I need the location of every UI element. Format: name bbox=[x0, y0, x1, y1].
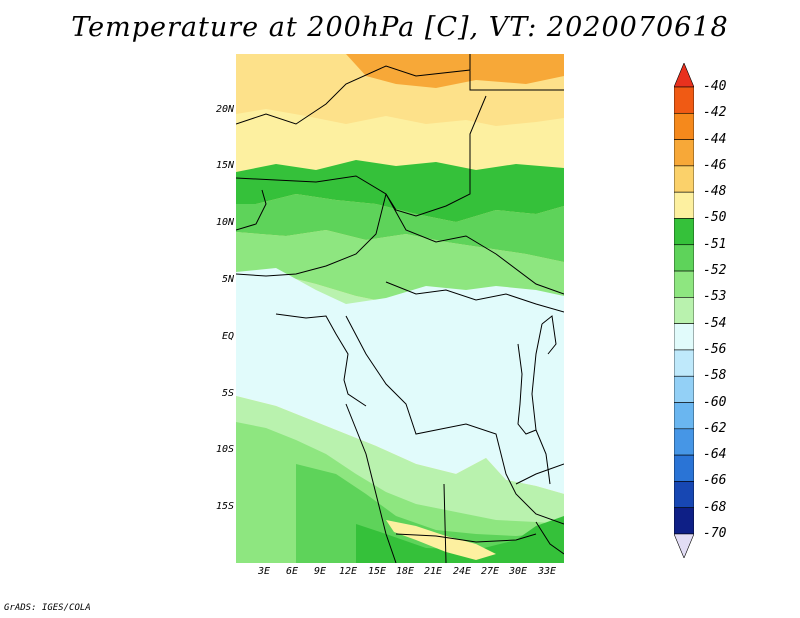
lon-label-18e: 18E bbox=[395, 566, 415, 577]
colorbar-segment bbox=[673, 191, 695, 219]
colorbar-segment bbox=[673, 375, 695, 403]
border-south bbox=[345, 403, 564, 563]
lon-label-12e: 12E bbox=[338, 566, 358, 577]
colorbar-segment bbox=[673, 454, 695, 482]
colorbar-label: -58 bbox=[703, 368, 727, 384]
colorbar-label: -48 bbox=[703, 184, 727, 200]
colorbar-canvas bbox=[673, 62, 695, 559]
border-central bbox=[236, 193, 564, 295]
colorbar-label: -64 bbox=[703, 447, 727, 463]
lat-label-5s: 5S bbox=[221, 388, 234, 399]
lon-label-27e: 27E bbox=[480, 566, 500, 577]
colorbar-segment bbox=[673, 507, 695, 535]
colorbar-top-triangle bbox=[673, 62, 695, 88]
colorbar-segment bbox=[673, 481, 695, 509]
field-minus53-band bbox=[236, 230, 564, 304]
colorbar-label: -40 bbox=[703, 79, 727, 94]
colorbar-segment bbox=[673, 349, 695, 377]
field-minus51-south bbox=[356, 516, 564, 563]
field-minus51-band bbox=[236, 160, 564, 222]
map-canvas bbox=[236, 54, 564, 563]
field-minus50-band bbox=[236, 109, 564, 182]
colorbar-label: -62 bbox=[703, 420, 727, 436]
colorbar-segment bbox=[673, 402, 695, 430]
border-sahel bbox=[236, 95, 487, 217]
colorbar bbox=[673, 62, 695, 559]
lon-label-30e: 30E bbox=[508, 566, 528, 577]
colorbar-segment bbox=[673, 244, 695, 272]
colorbar-label: -66 bbox=[703, 473, 727, 489]
colorbar-label: -44 bbox=[703, 131, 727, 147]
colorbar-label: -70 bbox=[703, 526, 727, 541]
lon-label-24e: 24E bbox=[452, 566, 472, 577]
lat-label-5n: 5N bbox=[221, 274, 234, 285]
colorbar-segment bbox=[673, 139, 695, 167]
lat-label-10s: 10S bbox=[215, 444, 234, 455]
colorbar-segment bbox=[673, 428, 695, 456]
colorbar-label: -53 bbox=[703, 289, 727, 305]
colorbar-segment bbox=[673, 323, 695, 351]
lat-label-15n: 15N bbox=[215, 160, 234, 171]
colorbar-label: -56 bbox=[703, 341, 727, 357]
colorbar-bottom-triangle bbox=[673, 533, 695, 559]
colorbar-label: -52 bbox=[703, 263, 727, 279]
lon-label-6e: 6E bbox=[285, 566, 299, 577]
colorbar-label: -68 bbox=[703, 499, 727, 515]
field-minus56-center bbox=[236, 268, 564, 494]
lat-label-15s: 15S bbox=[215, 501, 234, 512]
border-north bbox=[236, 54, 564, 125]
colorbar-label: -60 bbox=[703, 394, 727, 410]
border-east-lakes bbox=[517, 315, 557, 485]
colorbar-segment bbox=[673, 86, 695, 114]
lon-label-21e: 21E bbox=[423, 566, 443, 577]
colorbar-label: -42 bbox=[703, 105, 727, 121]
colorbar-label: -54 bbox=[703, 315, 727, 331]
lat-label-eq: EQ bbox=[221, 331, 234, 342]
colorbar-label: -46 bbox=[703, 157, 727, 173]
credit-text: GrADS: IGES/COLA bbox=[4, 603, 91, 613]
colorbar-segment bbox=[673, 165, 695, 193]
colorbar-label: -50 bbox=[703, 210, 727, 226]
colorbar-segment bbox=[673, 112, 695, 140]
colorbar-segment bbox=[673, 270, 695, 298]
colorbar-segment bbox=[673, 218, 695, 246]
lon-label-15e: 15E bbox=[367, 566, 387, 577]
border-south-central bbox=[345, 281, 564, 525]
lat-label-20n: 20N bbox=[215, 104, 234, 115]
field-minus52-band bbox=[236, 194, 564, 262]
colorbar-label: -51 bbox=[703, 236, 727, 252]
lon-label-3e: 3E bbox=[257, 566, 271, 577]
lon-label-33e: 33E bbox=[537, 566, 557, 577]
chart-title: Temperature at 200hPa [C], VT: 202007061… bbox=[71, 12, 729, 43]
temperature-map bbox=[236, 54, 564, 563]
field-minus46-north bbox=[346, 54, 564, 88]
country-borders bbox=[236, 54, 564, 563]
colorbar-segment bbox=[673, 297, 695, 324]
border-west-coast bbox=[236, 189, 367, 407]
lat-label-10n: 10N bbox=[215, 217, 234, 228]
lon-label-9e: 9E bbox=[313, 566, 327, 577]
field-minus50-south bbox=[386, 520, 496, 560]
